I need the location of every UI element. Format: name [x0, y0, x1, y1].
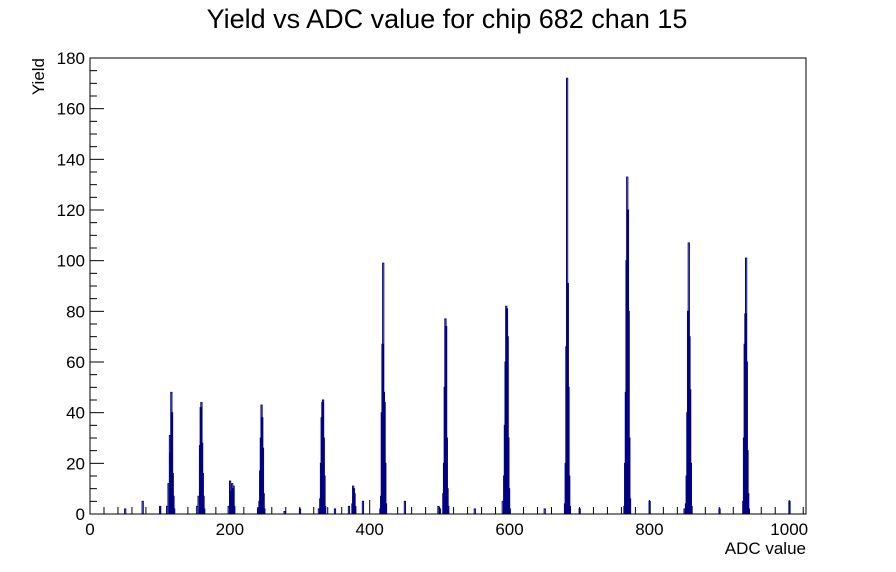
- x-tick-labels: 0 200 400 600 800 1000: [85, 520, 808, 539]
- y-tick-label: 20: [66, 454, 85, 473]
- histogram-bin: [543, 508, 546, 515]
- y-tick-label: 140: [57, 150, 85, 169]
- histogram-series: [124, 77, 791, 515]
- y-tick-label: 0: [76, 505, 85, 524]
- histogram-bin: [347, 505, 351, 515]
- histogram-bin: [124, 508, 127, 515]
- histogram-bin: [333, 508, 337, 515]
- y-tick-label: 60: [66, 353, 85, 372]
- x-tick-label: 600: [495, 520, 523, 539]
- x-tick-label: 800: [635, 520, 663, 539]
- plot-frame: [89, 57, 807, 515]
- y-tick-label: 40: [66, 404, 85, 423]
- histogram-bin: [473, 508, 476, 515]
- x-axis-title: ADC value: [725, 539, 806, 558]
- histogram-bin: [141, 500, 144, 515]
- x-tick-label: 200: [216, 520, 244, 539]
- y-tick-labels: 0 20 40 60 80 100 120 140 160 180: [57, 49, 85, 524]
- histogram-bin: [361, 500, 365, 515]
- histogram-bin: [403, 500, 406, 515]
- y-tick-label: 100: [57, 252, 85, 271]
- y-tick-label: 180: [57, 49, 85, 68]
- y-tick-label: 80: [66, 302, 85, 321]
- x-tick-label: 1000: [770, 520, 808, 539]
- chart-title: Yield vs ADC value for chip 682 chan 15: [207, 4, 688, 34]
- y-axis-title: Yield: [29, 58, 48, 95]
- y-tick-label: 120: [57, 201, 85, 220]
- x-tick-label: 400: [356, 520, 384, 539]
- x-tick-label: 0: [85, 520, 94, 539]
- y-tick-label: 160: [57, 100, 85, 119]
